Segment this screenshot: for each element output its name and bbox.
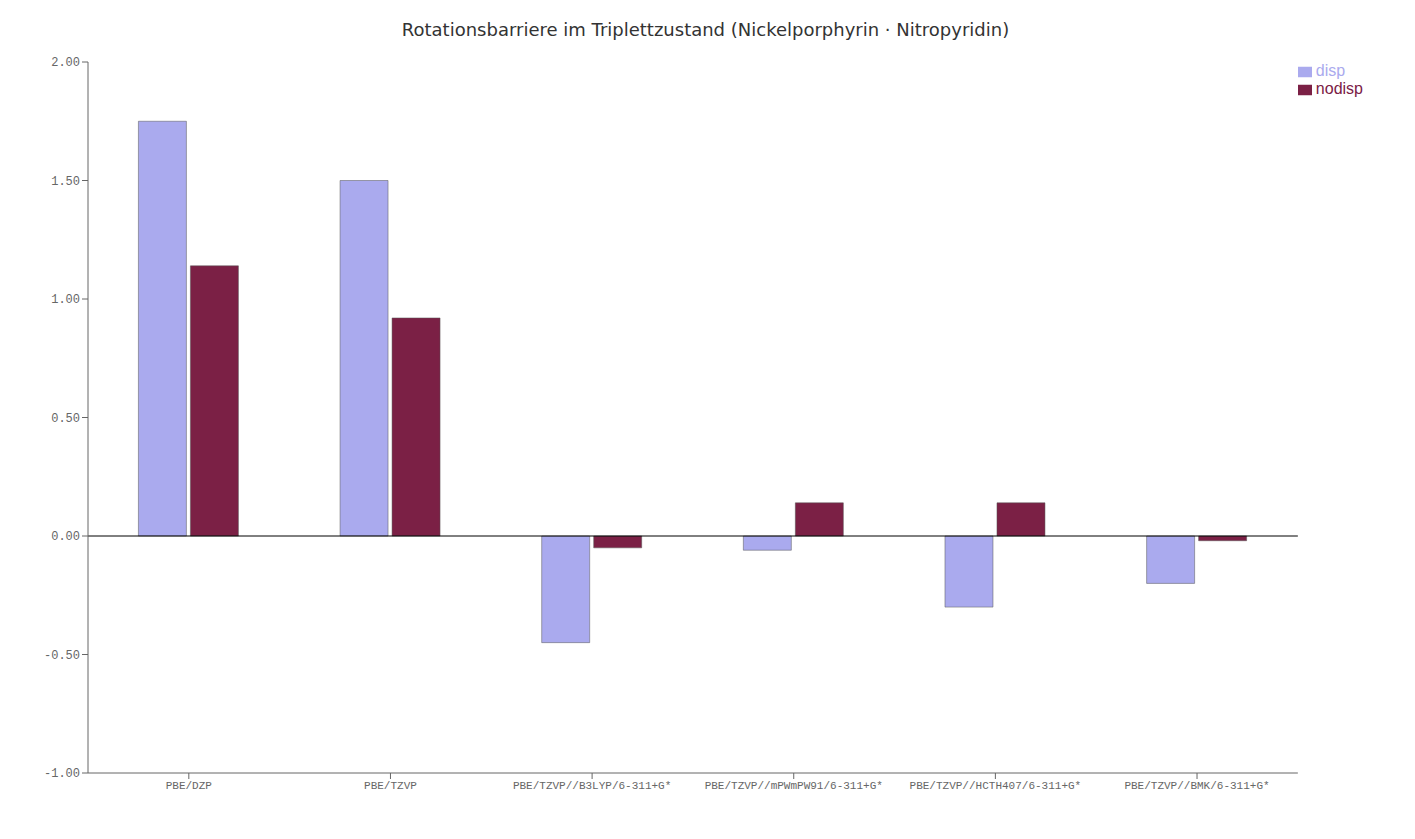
svg-text:1.50: 1.50 [51,175,80,189]
svg-text:PBE/TZVP//HCTH407/6-311+G*: PBE/TZVP//HCTH407/6-311+G* [910,780,1082,792]
svg-text:PBE/DZP: PBE/DZP [166,780,213,792]
svg-text:PBE/TZVP//BMK/6-311+G*: PBE/TZVP//BMK/6-311+G* [1124,780,1269,792]
svg-text:2.00: 2.00 [51,56,80,70]
html-text:Rotationsbarriere im Triplettz: Rotationsbarriere im Triplettzustand (Ni… [401,19,1010,40]
svg-text:PBE/TZVP//mPWmPW91/6-311+G*: PBE/TZVP//mPWmPW91/6-311+G* [705,780,883,792]
svg-text:1.00: 1.00 [51,293,80,307]
svg-text:0.00: 0.00 [51,530,80,544]
html-text:disp: disp [1315,62,1346,79]
svg-text:-1.00: -1.00 [44,767,80,781]
svg-text:PBE/TZVP//B3LYP/6-311+G*: PBE/TZVP//B3LYP/6-311+G* [513,780,671,792]
svg-text:PBE/TZVP: PBE/TZVP [364,780,417,792]
html-text:nodisp: nodisp [1315,80,1363,97]
svg-text:-0.50: -0.50 [44,649,80,663]
svg-text:0.50: 0.50 [51,412,80,426]
